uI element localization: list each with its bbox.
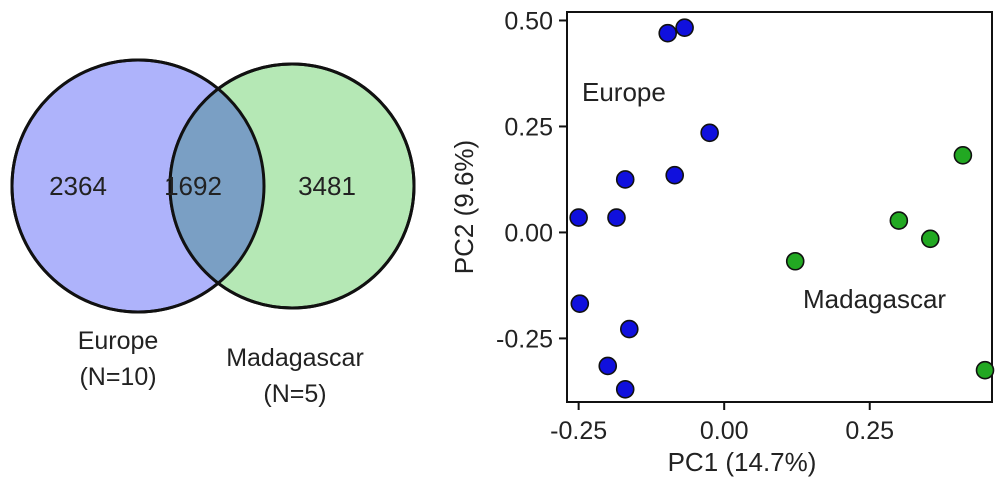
europe-point bbox=[607, 208, 626, 227]
x-axis-label: PC1 (14.7%) bbox=[668, 447, 817, 477]
europe-point bbox=[615, 379, 635, 399]
y-tick-label: 0.25 bbox=[504, 113, 553, 141]
venn-europe-n: (N=10) bbox=[79, 363, 156, 391]
madagascar-point bbox=[975, 360, 995, 380]
y-tick-label: 0.50 bbox=[504, 7, 553, 35]
madagascar-point bbox=[920, 229, 940, 249]
y-tick-label: 0.00 bbox=[504, 219, 553, 247]
x-tick-label: -0.25 bbox=[550, 417, 607, 445]
madagascar-point bbox=[953, 145, 973, 165]
venn-europe-label: Europe bbox=[78, 327, 159, 355]
venn-madagascar-only-count: 3481 bbox=[298, 171, 356, 201]
y-tick-label: -0.25 bbox=[496, 325, 553, 353]
pca-scatter-plot: -0.25 0.00 0.25 -0.25 0.00 0.25 0.50 Europe M… bbox=[449, 7, 995, 477]
europe-point bbox=[598, 356, 618, 376]
x-tick-label: 0.00 bbox=[700, 417, 749, 445]
venn-outline-europe bbox=[10, 58, 266, 314]
venn-madagascar-n: (N=5) bbox=[263, 380, 326, 408]
europe-point bbox=[665, 165, 685, 185]
venn-europe-only-count: 2364 bbox=[49, 171, 107, 201]
europe-point bbox=[569, 208, 588, 227]
madagascar-point bbox=[889, 211, 909, 230]
venn-overlap-count: 1692 bbox=[164, 171, 222, 201]
europe-point bbox=[700, 123, 719, 143]
x-axis: -0.25 0.00 0.25 bbox=[550, 402, 894, 445]
europe-point bbox=[615, 170, 635, 189]
madagascar-point bbox=[785, 251, 805, 271]
y-axis: -0.25 0.00 0.25 0.50 bbox=[496, 7, 567, 353]
annotation-europe: Europe bbox=[582, 77, 666, 107]
plot-frame bbox=[566, 11, 993, 403]
annotation-madagascar: Madagascar bbox=[803, 284, 946, 314]
venn-outline-madagascar bbox=[168, 62, 416, 310]
scatter-points bbox=[569, 18, 995, 399]
x-tick-label: 0.25 bbox=[845, 417, 894, 445]
venn-overlap-region bbox=[170, 64, 264, 308]
europe-point bbox=[570, 294, 590, 313]
europe-point bbox=[619, 319, 639, 339]
europe-point bbox=[675, 18, 694, 37]
y-axis-label: PC2 (9.6%) bbox=[449, 140, 479, 274]
europe-point bbox=[658, 23, 678, 43]
venn-madagascar-label: Madagascar bbox=[226, 344, 364, 372]
venn-diagram: 2364 1692 3481 Europe (N=10) Madagascar … bbox=[10, 58, 416, 408]
